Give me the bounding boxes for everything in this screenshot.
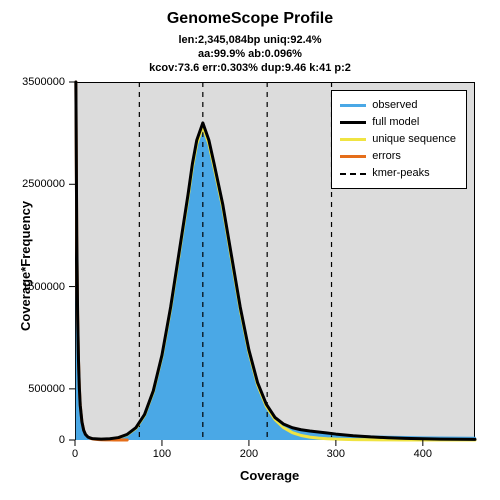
- y-tick-label: 2500000: [17, 178, 65, 190]
- legend-item: errors: [340, 148, 456, 165]
- x-tick-label: 300: [327, 448, 345, 460]
- errors-line: [76, 82, 127, 440]
- legend-label: kmer-peaks: [372, 165, 429, 182]
- x-axis-label: Coverage: [240, 468, 299, 483]
- legend-label: errors: [372, 148, 401, 165]
- legend-label: unique sequence: [372, 131, 456, 148]
- x-tick-label: 100: [153, 448, 171, 460]
- legend-item: unique sequence: [340, 131, 456, 148]
- legend-item: kmer-peaks: [340, 165, 456, 182]
- x-tick-label: 200: [240, 448, 258, 460]
- chart-subtitle-3: kcov:73.6 err:0.303% dup:9.46 k:41 p:2: [0, 62, 500, 74]
- chart-subtitle-2: aa:99.9% ab:0.096%: [0, 48, 500, 60]
- legend-item: full model: [340, 114, 456, 131]
- y-tick-label: 0: [17, 434, 65, 446]
- chart-subtitle-1: len:2,345,084bp uniq:92.4%: [0, 34, 500, 46]
- legend-swatch: [340, 173, 366, 175]
- y-tick-label: 1500000: [17, 281, 65, 293]
- legend: observedfull modelunique sequenceerrorsk…: [331, 90, 467, 189]
- y-tick-label: 500000: [17, 383, 65, 395]
- legend-item: observed: [340, 97, 456, 114]
- legend-swatch: [340, 121, 366, 124]
- legend-label: full model: [372, 114, 419, 131]
- legend-label: observed: [372, 97, 417, 114]
- legend-swatch: [340, 104, 366, 107]
- chart-title: GenomeScope Profile: [0, 10, 500, 28]
- x-tick-label: 0: [72, 448, 78, 460]
- y-axis-label: Coverage*Frequency: [18, 201, 33, 331]
- y-tick-label: 3500000: [17, 76, 65, 88]
- x-tick-label: 400: [414, 448, 432, 460]
- genomescope-chart: GenomeScope Profile len:2,345,084bp uniq…: [0, 0, 500, 500]
- legend-swatch: [340, 155, 366, 158]
- legend-swatch: [340, 138, 366, 141]
